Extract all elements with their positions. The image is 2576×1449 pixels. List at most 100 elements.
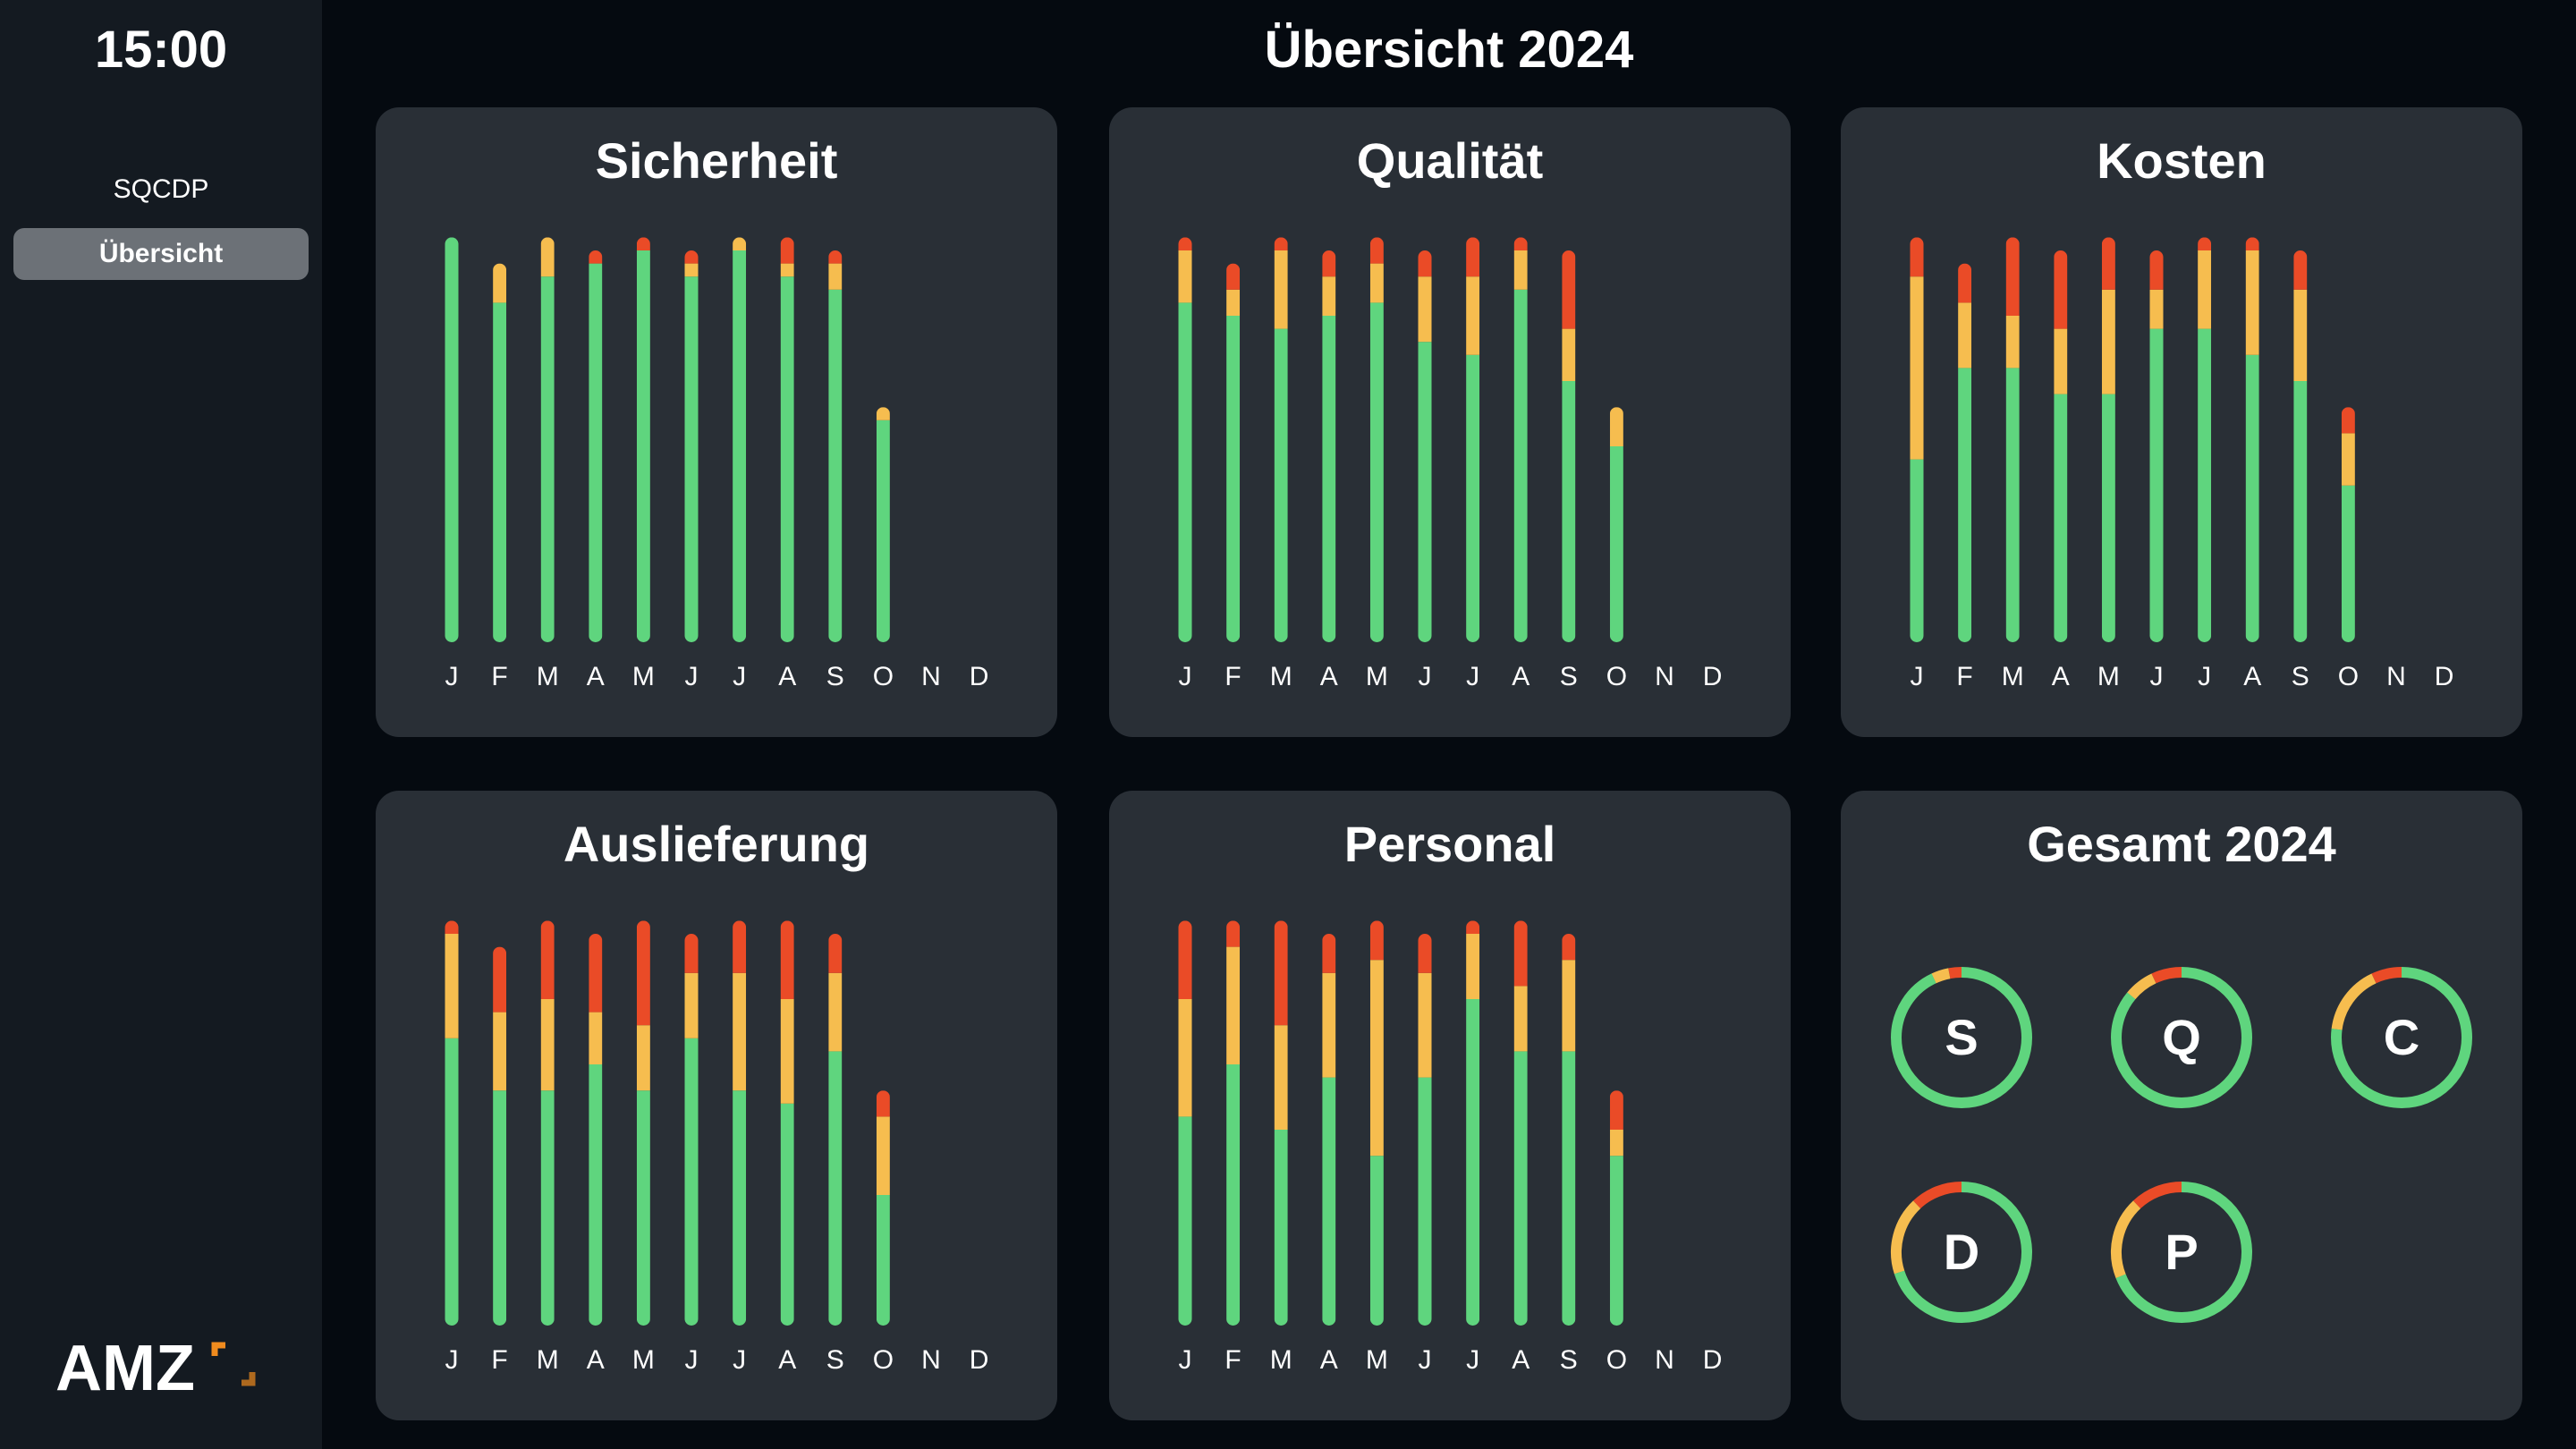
bar-segment-red [2054,250,2068,329]
bar-kosten-6 [2198,237,2212,642]
bar-segment-yellow [1513,986,1528,1052]
bar-qualitaet-1 [1226,263,1241,642]
bar-sicherheit-4 [636,237,650,642]
month-label: F [1224,662,1241,691]
bar-segment-red [1910,237,1924,277]
bar-segment-red [1513,237,1528,250]
bar-segment-green [540,276,555,642]
month-label: M [632,1345,655,1375]
bar-segment-green [780,1103,794,1326]
month-label: J [1466,662,1479,691]
bar-segment-green [2341,485,2355,642]
chart-title-gesamt: Gesamt 2024 [2027,816,2336,872]
bar-segment-green [733,1090,747,1326]
month-label: M [1270,1345,1292,1375]
bar-segment-red [1178,920,1192,999]
bar-segment-green [1513,289,1528,642]
bar-segment-yellow [1609,407,1623,446]
month-label: M [1270,662,1292,691]
bar-personal-6 [1466,920,1480,1326]
month-label: D [970,662,989,691]
donut-segment-green [2111,1182,2252,1323]
bar-kosten-4 [2101,237,2115,642]
bar-segment-yellow [1513,250,1528,290]
bar-segment-yellow [828,972,843,1052]
month-label: J [1179,1345,1192,1375]
bar-segment-red [1609,1090,1623,1130]
chart-title-qualitaet: Qualität [1356,132,1544,189]
bar-segment-red [2198,237,2212,250]
bar-segment-green [2005,368,2020,642]
month-label: A [1320,1345,1338,1375]
bar-auslieferung-0 [445,920,459,1326]
donut-segment-green [2111,967,2252,1108]
month-label: O [1606,662,1627,691]
donut-label-p: P [2165,1224,2199,1280]
bar-segment-yellow [1562,960,1576,1052]
month-label: O [2338,662,2359,691]
bar-qualitaet-7 [1513,237,1528,642]
bar-segment-red [733,920,747,973]
bar-kosten-3 [2054,250,2068,642]
bar-segment-red [1418,934,1432,973]
bar-segment-yellow [1910,276,1924,460]
bar-personal-3 [1322,934,1336,1326]
bar-segment-red [1513,920,1528,987]
donut-c-ring [2331,967,2472,1108]
bar-segment-green [1958,368,1972,642]
bar-segment-red [876,1090,890,1117]
bar-segment-yellow [1322,972,1336,1078]
bar-segment-green [1322,316,1336,642]
bar-segment-green [493,1090,507,1326]
bar-segment-green [684,276,699,642]
donut-label-q: Q [2162,1009,2201,1065]
bar-sicherheit-9 [876,407,890,642]
donut-p-ring [2111,1182,2252,1323]
bar-segment-red [1322,250,1336,277]
month-label: A [778,662,796,691]
bar-auslieferung-9 [876,1090,890,1326]
bar-segment-red [2293,250,2308,290]
bar-segment-green [2054,394,2068,642]
bar-personal-7 [1513,920,1528,1326]
sidebar-item-overview[interactable]: Übersicht [13,228,309,280]
bar-segment-red [684,250,699,264]
bar-qualitaet-3 [1322,250,1336,642]
month-label: J [685,1345,699,1375]
bar-segment-red [636,237,650,250]
bar-personal-2 [1274,920,1288,1326]
bar-segment-yellow [1466,934,1480,999]
bar-segment-green [445,1038,459,1326]
donut-s: S [1885,962,2038,1114]
month-label: A [1320,662,1338,691]
bar-sicherheit-2 [540,237,555,642]
month-label: J [685,662,699,691]
bar-segment-yellow [540,999,555,1091]
sidebar-item-sqcdp[interactable]: SQCDP [113,174,209,204]
month-label: N [1655,1345,1674,1375]
bar-segment-yellow [589,1012,603,1064]
bar-segment-red [780,237,794,264]
bar-sicherheit-6 [733,237,747,642]
bar-segment-yellow [1958,302,1972,369]
donut-segment-green [2331,967,2472,1108]
bar-segment-red [828,934,843,973]
bar-segment-red [1466,920,1480,934]
month-label: M [1366,1345,1388,1375]
month-label: A [587,1345,605,1375]
month-label: J [1911,662,1924,691]
month-label: F [1956,662,1972,691]
bar-segment-green [1910,459,1924,642]
bar-segment-red [684,934,699,973]
bar-segment-yellow [1369,960,1384,1157]
bar-segment-green [1226,316,1241,642]
month-label: J [1419,662,1432,691]
month-label: A [1512,662,1530,691]
month-label: A [587,662,605,691]
bar-segment-green [876,1195,890,1326]
month-label: J [1179,662,1192,691]
